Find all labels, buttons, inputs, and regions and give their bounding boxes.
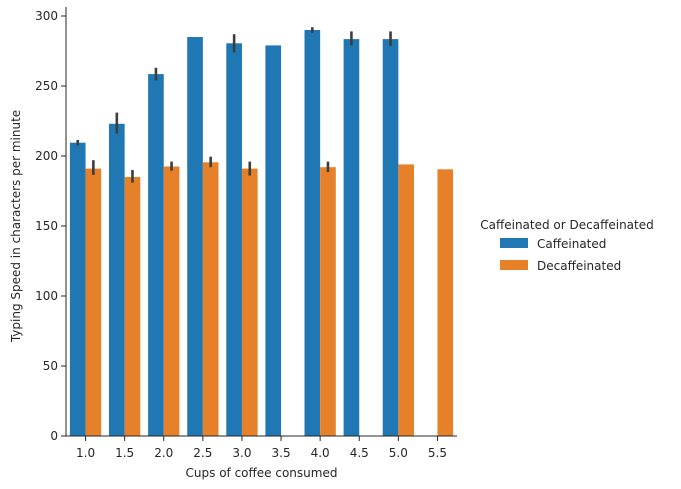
y-axis-label: Typing Speed in characters per minute [9,110,23,343]
y-tick-label: 200 [35,149,58,163]
bar-decaffeinated-2.5 [202,162,219,437]
bar-caffeinated-3.0 [226,43,242,437]
x-tick-label: 5.0 [389,446,408,460]
x-tick-label: 3.0 [232,446,251,460]
x-axis-label: Cups of coffee consumed [186,466,338,480]
bar-decaffeinated-5.5 [437,169,454,437]
legend: Caffeinated or Decaffeinated Caffeinated… [480,218,654,273]
bar-caffeinated-5.0 [382,39,399,436]
bar-decaffeinated-4.0 [320,167,336,436]
bar-caffeinated-2.0 [148,74,164,436]
y-tick-label: 0 [50,429,58,443]
bar-decaffeinated-1.0 [85,168,102,436]
y-axis: 0 50 100 150 200 250 300 [35,7,67,443]
legend-swatch-caffeinated [500,238,528,248]
bar-caffeinated-2.5 [187,37,203,436]
legend-swatch-decaffeinated [500,260,528,270]
legend-label-caffeinated: Caffeinated [537,237,606,251]
y-tick-label: 100 [35,289,58,303]
x-tick-label: 2.5 [193,446,212,460]
bar-decaffeinated-1.5 [124,177,141,436]
x-tick-label: 1.0 [76,446,95,460]
x-tick-label: 5.5 [428,446,447,460]
bar-decaffeinated-2.0 [163,166,180,436]
bar-caffeinated-1.0 [69,142,86,436]
bar-decaffeinated-3.0 [241,168,258,436]
legend-label-decaffeinated: Decaffeinated [537,259,621,273]
legend-title: Caffeinated or Decaffeinated [480,218,654,232]
y-tick-label: 150 [35,219,58,233]
x-tick-label: 4.5 [350,446,369,460]
plot-area [69,27,454,437]
bar-decaffeinated-5.0 [398,164,414,436]
bar-caffeinated-4.0 [304,30,321,436]
x-tick-label: 1.5 [115,446,134,460]
y-tick-label: 50 [43,359,58,373]
x-tick-label: 3.5 [272,446,291,460]
x-tick-label: 4.0 [311,446,330,460]
bar-caffeinated-3.5 [265,45,282,437]
y-tick-label: 300 [35,9,58,23]
bar-caffeinated-1.5 [109,123,125,437]
x-axis: 1.0 1.5 2.0 2.5 3.0 3.5 4.0 4.5 5.0 5.5 [66,435,457,460]
bar-caffeinated-4.5 [343,39,360,436]
y-tick-label: 250 [35,79,58,93]
x-tick-label: 2.0 [154,446,173,460]
